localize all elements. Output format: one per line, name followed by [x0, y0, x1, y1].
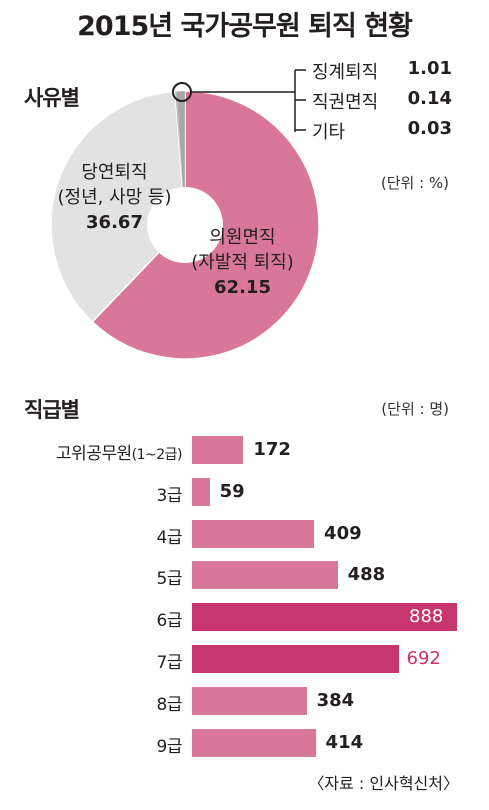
bar-category-text: 7급 [156, 653, 183, 673]
bar-category-label: 5급 [0, 564, 183, 590]
bar-value-label: 414 [325, 731, 364, 753]
bar-category-text: 6급 [156, 611, 183, 632]
legend-value-jinggye: 1.01 [407, 58, 452, 79]
legend-name-gita: 기타 [312, 122, 346, 143]
bar [192, 436, 244, 464]
bar [192, 603, 457, 632]
bar [192, 645, 399, 673]
bar [192, 519, 315, 548]
slice-value: 62.15 [214, 277, 271, 298]
bar-value-label: 488 [347, 564, 386, 586]
slice-name-sub: (자발적 퇴직) [191, 252, 294, 273]
bar [192, 686, 307, 715]
bar-category-text: 고위공무원 [55, 444, 132, 464]
bar-section-title: 직급별 [24, 398, 80, 422]
bar-value-label: 692 [406, 648, 441, 669]
bar-category-label: 6급 [0, 606, 183, 632]
bar-value-label: 59 [219, 480, 245, 502]
bar [192, 561, 338, 590]
bar-category-text: 9급 [156, 736, 183, 757]
pie-hole [147, 187, 223, 263]
pie-leader-lines [172, 69, 306, 132]
bar-category-label: 8급 [0, 690, 183, 715]
chart-title: 2015년 국가공무원 퇴직 현황 [77, 11, 413, 42]
bar [192, 728, 316, 757]
bar-category-text: 3급 [156, 485, 183, 506]
bar-value-label: 172 [253, 439, 291, 460]
bar-category-text: 4급 [156, 527, 183, 548]
slice-dangyeon [50, 90, 186, 323]
source-note: 〈자료 : 인사혁신처〉 [308, 774, 459, 793]
bar-category-label: 4급 [0, 523, 183, 548]
slice-value: 36.67 [86, 212, 143, 233]
bar-category-label: 9급 [0, 732, 183, 757]
pie-chart [50, 69, 320, 360]
slice-label-uiwon: 의원면직 (자발적 퇴직) 62.15 [180, 225, 305, 300]
slice-label-dangyeon: 당연퇴직 (정년, 사망 등) 36.67 [52, 160, 177, 235]
bar-category-label: 7급 [0, 648, 183, 673]
bar-unit-note: (단위 : 명) [381, 400, 449, 418]
bar-category-label: 고위공무원(1~2급) [0, 439, 183, 464]
legend-value-jikgwon: 0.14 [407, 88, 452, 109]
bar [192, 477, 210, 506]
bar-value-label: 384 [316, 689, 355, 711]
legend-name-jikgwon: 직권면직 [312, 92, 379, 113]
bar-category-note: (1~2급) [131, 447, 183, 463]
bar-value-label: 888 [409, 606, 444, 628]
pie-section-title: 사유별 [24, 86, 80, 110]
slice-name: 의원면직 [209, 227, 276, 248]
bar-category-label: 3급 [0, 481, 183, 506]
legend-value-gita: 0.03 [407, 118, 452, 139]
bar-value-label: 409 [324, 522, 362, 544]
slice-name-sub: (정년, 사망 등) [57, 187, 172, 208]
pie-unit-note: (단위 : %) [380, 174, 449, 192]
legend-name-jinggye: 징계퇴직 [312, 62, 379, 83]
bar-category-text: 8급 [156, 694, 183, 715]
bar-category-text: 5급 [156, 569, 183, 590]
slice-name: 당연퇴직 [81, 162, 148, 183]
